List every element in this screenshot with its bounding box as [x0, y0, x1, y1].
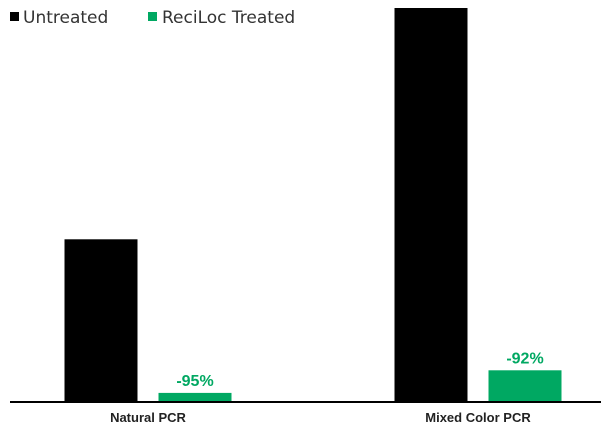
bar-untreated-natural-pcr: [64, 239, 138, 401]
legend: Untreated ReciLoc Treated: [10, 8, 295, 28]
bars: [64, 8, 562, 401]
bar-untreated-mixed-color-pcr: [394, 8, 468, 401]
legend-swatch-reciloc-treated: [148, 12, 157, 21]
category-label-mixed-color-pcr: Mixed Color PCR: [425, 410, 531, 425]
legend-swatch-untreated: [10, 12, 19, 21]
data-label-mixed-color-pcr: -92%: [506, 350, 543, 367]
legend-label-untreated: Untreated: [23, 8, 108, 28]
bar-reciloc-treated-natural-pcr: [158, 392, 232, 401]
data-labels: -95% -92%: [176, 350, 543, 390]
category-label-natural-pcr: Natural PCR: [110, 410, 186, 425]
legend-label-reciloc-treated: ReciLoc Treated: [162, 8, 295, 28]
bar-reciloc-treated-mixed-color-pcr: [488, 370, 562, 401]
data-label-natural-pcr: -95%: [176, 373, 213, 390]
category-labels: Natural PCR Mixed Color PCR: [110, 410, 531, 425]
